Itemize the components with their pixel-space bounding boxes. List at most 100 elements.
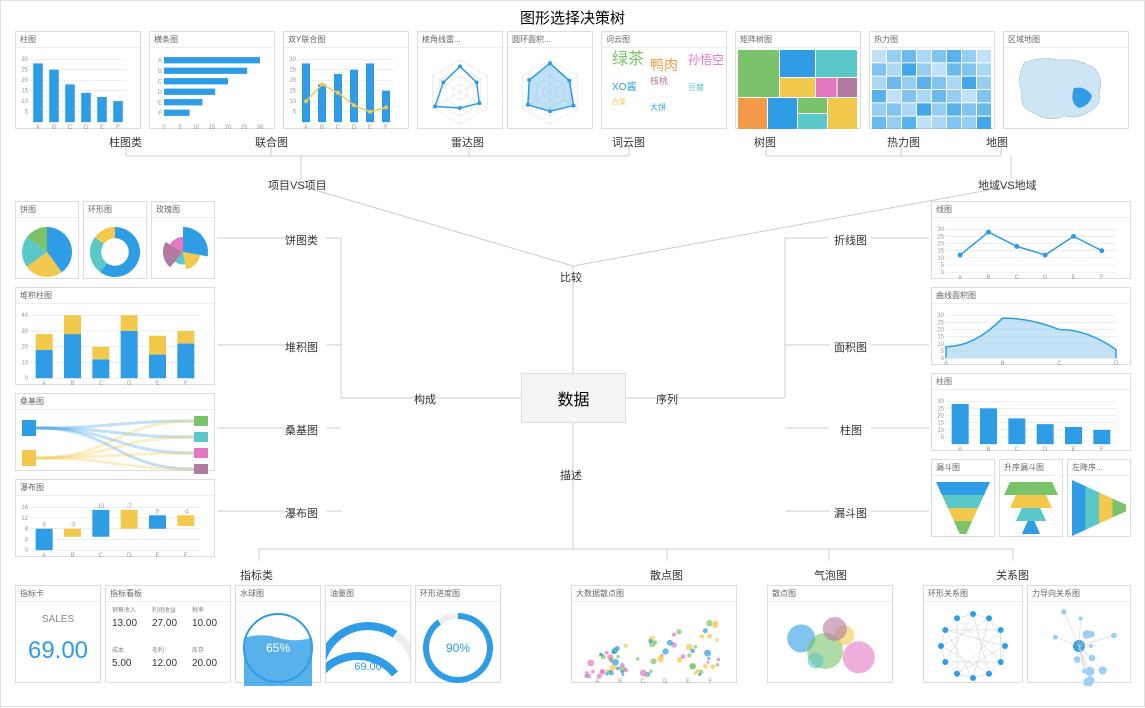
svg-text:F: F [384, 125, 388, 131]
svg-text:27.00: 27.00 [152, 618, 177, 629]
chart-svg: 051015202530ABCD [932, 304, 1130, 368]
svg-text:20: 20 [937, 414, 944, 420]
chart-svg: ABCDEF [572, 602, 736, 686]
card-title: 词云图 [602, 32, 726, 48]
chart-svg [932, 476, 994, 540]
chart-svg: 51015202530ABCDEF [284, 48, 408, 132]
svg-text:E: E [1071, 447, 1075, 453]
svg-text:5: 5 [293, 110, 297, 116]
svg-text:F: F [709, 679, 713, 685]
card-title: 曲线面积图 [932, 288, 1130, 304]
svg-text:10: 10 [937, 342, 944, 348]
svg-text:0: 0 [162, 125, 166, 131]
chart-svg [1028, 602, 1130, 686]
card-title: 柱图 [932, 374, 1130, 390]
svg-text:-7: -7 [126, 504, 132, 510]
svg-text:C: C [68, 125, 73, 131]
svg-text:15: 15 [937, 335, 944, 341]
card-title: 左降序... [1068, 460, 1130, 476]
svg-text:B: B [52, 125, 56, 131]
chart-card-gauge: 油量图69.00 [325, 585, 411, 683]
svg-text:税率: 税率 [192, 606, 204, 614]
svg-text:25: 25 [937, 234, 944, 240]
svg-text:15: 15 [21, 89, 28, 95]
svg-text:5: 5 [941, 349, 945, 355]
label-area: 面积图 [834, 339, 867, 355]
chart-card-radar2: 圆环面积... [507, 31, 593, 129]
svg-text:5: 5 [25, 110, 29, 116]
label-describe: 描述 [560, 467, 582, 483]
card-title: 玫瑰图 [152, 202, 214, 218]
svg-text:利润收益: 利润收益 [152, 606, 176, 614]
chart-svg: ABCDEF051015202530 [150, 48, 274, 132]
svg-text:0: 0 [941, 270, 945, 276]
chart-svg: 010203040ABCDEF [16, 304, 214, 388]
page-title: 图形选择决策树 [520, 7, 625, 28]
svg-text:20: 20 [937, 242, 944, 248]
chart-svg [84, 218, 146, 282]
chart-card-kpi_card: 指标卡SALES69.00 [15, 585, 101, 683]
svg-text:A: A [958, 275, 962, 281]
chart-card-funnel3: 左降序... [1067, 459, 1131, 537]
svg-text:孙悟空: 孙悟空 [688, 52, 724, 67]
label-indicator_family: 指标类 [240, 567, 273, 583]
chart-svg [508, 48, 592, 132]
svg-text:销售收入: 销售收入 [112, 606, 136, 614]
card-title: 水球图 [236, 586, 320, 602]
svg-text:30: 30 [257, 125, 264, 131]
chart-card-map: 区域地图 [1003, 31, 1129, 129]
chart-card-liquid: 水球图 65% [235, 585, 321, 683]
svg-text:大饼: 大饼 [650, 102, 666, 112]
svg-text:A: A [42, 553, 46, 559]
svg-text:10: 10 [21, 360, 28, 366]
svg-text:16: 16 [21, 505, 28, 511]
svg-text:20.00: 20.00 [192, 658, 217, 669]
label-funnel: 漏斗图 [834, 505, 867, 521]
svg-text:8: 8 [25, 527, 29, 533]
chart-card-combo: 双Y联合图51015202530ABCDEF [283, 31, 409, 129]
svg-text:B: B [70, 381, 74, 387]
svg-text:30: 30 [937, 227, 944, 233]
card-title: 棱角线雷... [418, 32, 502, 48]
label-relation: 关系图 [996, 567, 1029, 583]
label-bar_family: 柱图类 [109, 134, 142, 150]
svg-text:B: B [986, 275, 990, 281]
svg-text:B: B [986, 447, 990, 453]
chart-card-sankey: 桑基图 [15, 393, 215, 471]
svg-text:20: 20 [21, 345, 28, 351]
svg-text:25: 25 [937, 320, 944, 326]
svg-text:20: 20 [937, 328, 944, 334]
svg-text:F: F [1100, 275, 1104, 281]
svg-text:D: D [84, 125, 89, 131]
svg-text:D: D [158, 90, 163, 96]
card-title: 横条图 [150, 32, 274, 48]
card-title: 矩阵树图 [736, 32, 860, 48]
chart-card-donut: 环形图 [83, 201, 147, 279]
chart-card-heatmap: 热力图 [869, 31, 995, 129]
svg-text:毛利: 毛利 [152, 646, 164, 654]
chart-card-radar1: 棱角线雷... [417, 31, 503, 129]
svg-text:12: 12 [21, 516, 28, 522]
svg-text:鸭肉: 鸭肉 [650, 57, 678, 73]
chart-svg [16, 218, 78, 282]
svg-text:E: E [368, 125, 372, 131]
svg-text:B: B [158, 69, 162, 75]
card-title: 瀑布图 [16, 480, 214, 496]
svg-text:D: D [127, 553, 132, 559]
svg-text:A: A [304, 125, 308, 131]
svg-text:30: 30 [937, 313, 944, 319]
chart-card-ring_relation: 环形关系图 [923, 585, 1023, 683]
chart-card-line_chart: 线图051015202530ABCDEF [931, 201, 1131, 279]
svg-text:D: D [1043, 275, 1048, 281]
svg-text:15: 15 [937, 421, 944, 427]
card-title: 线图 [932, 202, 1130, 218]
card-title: 饼图 [16, 202, 78, 218]
chart-card-bar_h: 横条图ABCDEF051015202530 [149, 31, 275, 129]
label-compare: 比较 [560, 269, 582, 285]
svg-text:D: D [1114, 361, 1119, 367]
card-title: 双Y联合图 [284, 32, 408, 48]
svg-text:69.00: 69.00 [28, 637, 88, 664]
svg-text:0: 0 [25, 548, 29, 554]
chart-card-stacked_bar: 堆积柱图010203040ABCDEF [15, 287, 215, 385]
svg-text:65%: 65% [266, 641, 290, 655]
